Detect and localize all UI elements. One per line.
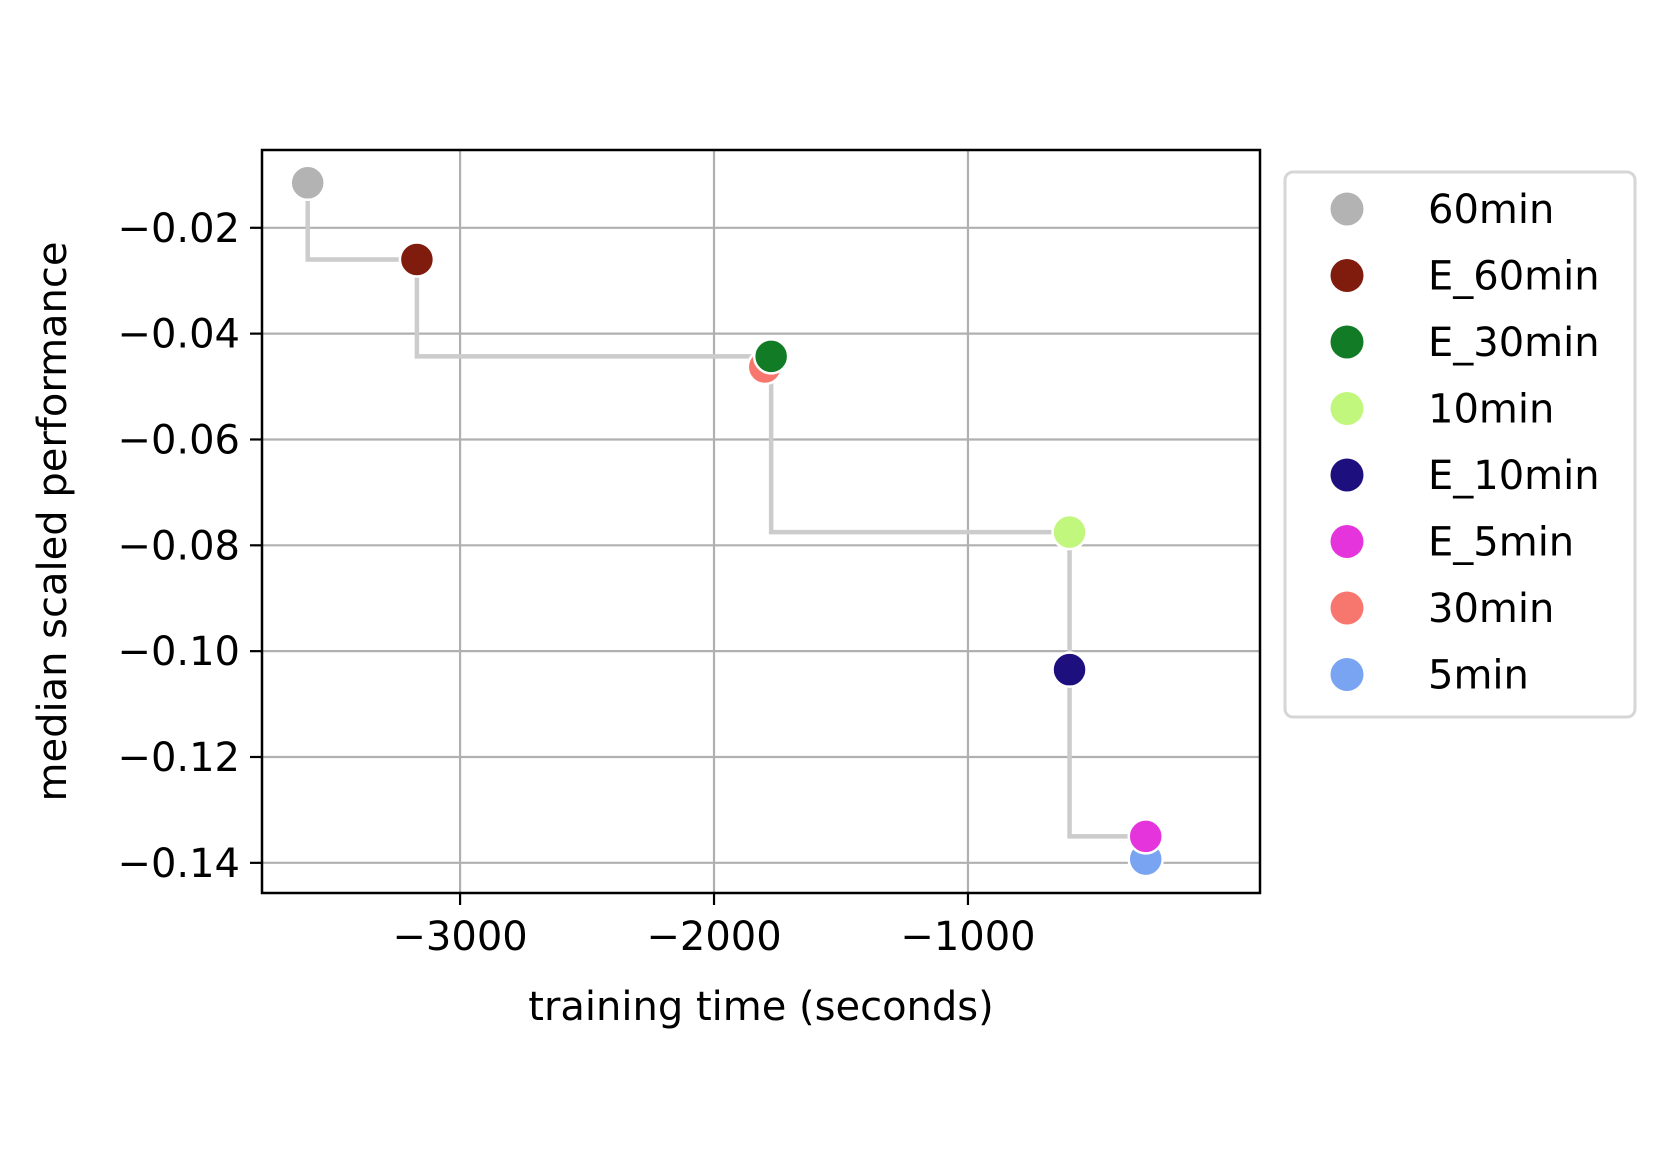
y-axis-label: median scaled performance <box>30 242 76 802</box>
legend-marker-e-30min <box>1330 325 1364 359</box>
legend-marker-60min <box>1330 192 1364 226</box>
legend-label-e-30min: E_30min <box>1428 320 1600 366</box>
legend-marker-e-5min <box>1330 525 1364 558</box>
pareto-frontier <box>305 182 1146 839</box>
legend-label-e-60min: E_60min <box>1428 254 1600 300</box>
y-axis-ticks: −0.02 −0.04 −0.06 −0.08 −0.10 −0.12 −0.14 <box>117 206 262 887</box>
x-tick-label: −3000 <box>392 914 527 960</box>
x-tick-label: −1000 <box>900 914 1035 960</box>
plot-frame <box>260 148 1262 895</box>
y-tick-label: −0.10 <box>117 629 240 675</box>
legend-label-10min: 10min <box>1428 387 1554 433</box>
data-point-e-30min <box>752 338 790 375</box>
x-axis-ticks: −3000 −2000 −1000 <box>392 893 1036 960</box>
y-tick-label: −0.02 <box>117 206 240 252</box>
y-tick-label: −0.12 <box>117 735 240 781</box>
legend-box <box>1283 170 1637 719</box>
grid-lines <box>262 150 1260 893</box>
legend: 60min E_60min E_30min 10min E_10min E_5min 30m… <box>1283 170 1637 719</box>
legend-marker-5min <box>1330 658 1364 691</box>
data-point-60min <box>289 164 326 202</box>
legend-marker-e-10min <box>1330 458 1364 492</box>
legend-marker-10min <box>1330 392 1364 425</box>
data-point-e-5min <box>1127 818 1164 855</box>
legend-marker-30min <box>1330 591 1364 625</box>
data-point-e-10min <box>1051 651 1088 688</box>
legend-label-30min: 30min <box>1428 586 1554 632</box>
data-points <box>289 164 1164 878</box>
legend-marker-e-60min <box>1330 259 1364 292</box>
y-tick-label: −0.04 <box>117 312 240 358</box>
legend-label-5min: 5min <box>1428 653 1529 699</box>
data-point-e-60min <box>398 241 436 278</box>
legend-label-e-10min: E_10min <box>1428 453 1600 499</box>
y-tick-label: −0.14 <box>117 841 240 887</box>
frontier-line <box>305 182 1146 839</box>
legend-label-e-5min: E_5min <box>1428 520 1574 566</box>
y-tick-label: −0.06 <box>117 417 240 463</box>
legend-label-60min: 60min <box>1428 187 1554 233</box>
data-point-10min <box>1051 513 1088 551</box>
x-tick-label: −2000 <box>646 914 781 960</box>
y-tick-label: −0.08 <box>117 523 240 569</box>
x-axis-label: training time (seconds) <box>528 984 993 1030</box>
